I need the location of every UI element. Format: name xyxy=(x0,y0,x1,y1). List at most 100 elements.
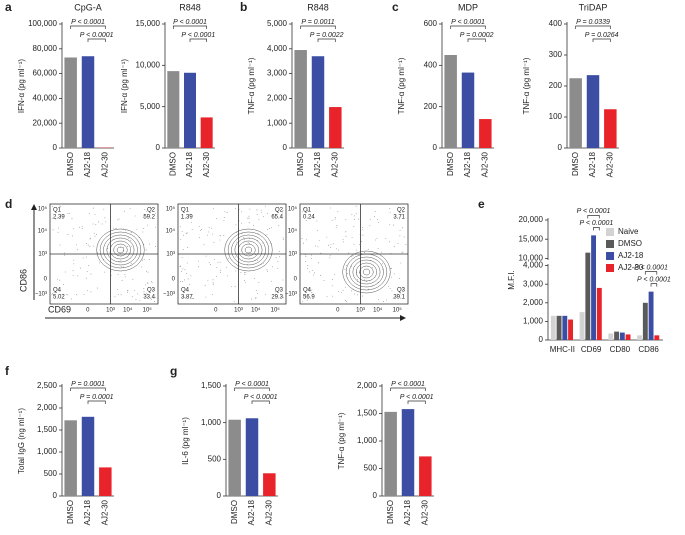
quadrant-value: 29.3 xyxy=(271,295,283,301)
event-dot xyxy=(186,262,188,264)
significance-bracket xyxy=(87,38,106,42)
event-dot xyxy=(129,208,131,209)
event-dot xyxy=(76,249,78,251)
event-dot xyxy=(64,254,66,256)
x-tick-label: DMSO xyxy=(296,152,305,176)
event-dot xyxy=(255,290,257,291)
event-dot xyxy=(383,301,384,302)
event-dot xyxy=(307,265,309,267)
event-dot xyxy=(381,251,382,253)
event-dot xyxy=(192,298,194,299)
event-dot xyxy=(283,296,284,298)
event-dot xyxy=(247,217,249,219)
event-dot xyxy=(267,229,269,230)
y-axis-label: IL-6 (pg ml⁻¹) xyxy=(181,417,190,465)
event-dot xyxy=(244,274,246,275)
event-dot xyxy=(69,213,71,214)
bar xyxy=(579,312,585,340)
event-dot xyxy=(121,279,123,281)
event-dot xyxy=(131,296,133,298)
significance-bracket xyxy=(70,25,106,29)
event-dot xyxy=(210,264,211,265)
event-dot xyxy=(278,251,280,252)
event-dot xyxy=(260,209,262,211)
event-dot xyxy=(99,262,100,264)
chart-title: R848 xyxy=(179,2,201,12)
event-dot xyxy=(151,208,153,209)
x-tick-label: AJ2-18 xyxy=(403,499,412,525)
quadrant-value: 2.39 xyxy=(53,215,65,221)
event-dot xyxy=(63,252,65,254)
event-dot xyxy=(51,218,53,220)
bar xyxy=(184,72,196,148)
event-dot xyxy=(355,249,357,251)
event-dot xyxy=(248,215,250,217)
event-dot xyxy=(149,243,151,245)
event-dot xyxy=(187,247,189,248)
event-dot xyxy=(311,270,313,271)
y-tick-label: 80,000 xyxy=(33,44,58,53)
quadrant-name: Q3 xyxy=(275,288,284,294)
bar xyxy=(228,419,241,496)
event-dot xyxy=(86,256,87,258)
event-dot xyxy=(369,225,371,227)
y-tick-label: 3,000 xyxy=(523,279,544,288)
event-dot xyxy=(350,256,352,258)
event-dot xyxy=(57,279,58,281)
event-dot xyxy=(305,256,307,258)
event-dot xyxy=(244,280,246,281)
y-tick-label: 1,000 xyxy=(201,418,222,427)
event-dot xyxy=(184,296,185,298)
flow-y-tick-label: 10⁵ xyxy=(38,206,48,213)
flow-x-tick-label: 0 xyxy=(214,308,218,314)
chart-title: CpG-A xyxy=(74,2,102,12)
event-dot xyxy=(220,269,222,271)
contour xyxy=(227,231,270,269)
event-dot xyxy=(145,284,146,286)
event-dot xyxy=(94,214,96,216)
y-tick-label: 0 xyxy=(156,143,161,152)
panel-letter: b xyxy=(240,0,247,14)
event-dot xyxy=(88,265,89,267)
event-dot xyxy=(320,274,321,276)
p-value: P < 0.0001 xyxy=(577,208,611,215)
bar xyxy=(586,75,600,148)
p-value: P < 0.0001 xyxy=(235,381,269,388)
event-dot xyxy=(190,298,192,300)
event-dot xyxy=(136,228,138,230)
event-dot xyxy=(335,248,337,250)
event-dot xyxy=(226,212,228,213)
x-tick-label: AJ2-30 xyxy=(100,499,109,525)
flow-x-tick-label: 10⁴ xyxy=(373,307,383,314)
panel-letter: g xyxy=(170,364,177,378)
event-dot xyxy=(198,225,200,227)
event-dot xyxy=(382,263,383,265)
event-dot xyxy=(332,279,334,280)
significance-bracket xyxy=(450,25,486,29)
flow-x-tick-label: 10⁴ xyxy=(251,307,261,314)
event-dot xyxy=(329,255,331,257)
event-dot xyxy=(126,291,128,293)
event-dot xyxy=(142,259,144,261)
p-value: P < 0.0001 xyxy=(451,19,485,26)
event-dot xyxy=(89,238,91,240)
event-dot xyxy=(204,285,206,287)
event-dot xyxy=(257,259,258,261)
event-dot xyxy=(112,227,114,229)
event-dot xyxy=(85,243,87,244)
event-dot xyxy=(180,281,182,282)
event-dot xyxy=(389,288,391,290)
p-value: P < 0.0001 xyxy=(400,394,434,401)
event-dot xyxy=(143,259,145,261)
contour xyxy=(110,240,131,260)
event-dot xyxy=(52,229,54,231)
event-dot xyxy=(234,286,236,288)
event-dot xyxy=(345,219,347,220)
y-tick-label: 200 xyxy=(424,102,438,111)
event-dot xyxy=(369,219,371,220)
p-value: P < 0.0001 xyxy=(71,19,105,26)
panel-letter: a xyxy=(5,0,12,14)
quadrant-name: Q2 xyxy=(147,208,156,214)
flow-y-tick-label: 10⁴ xyxy=(38,228,48,235)
event-dot xyxy=(332,243,334,245)
